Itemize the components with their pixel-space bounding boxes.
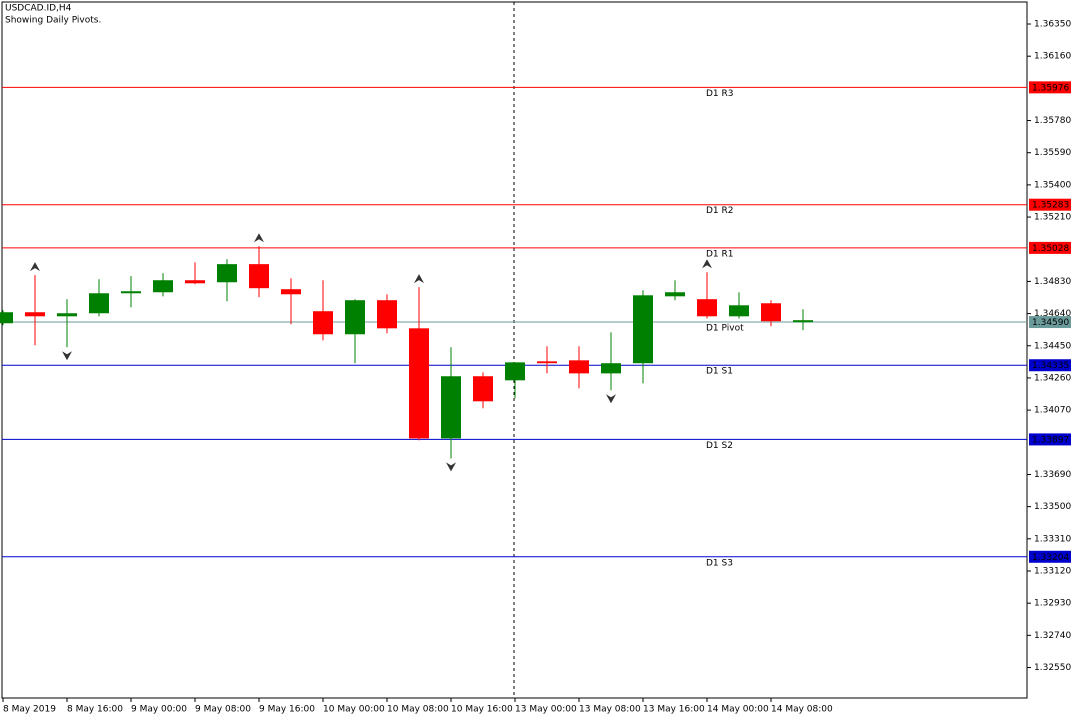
candle-body bbox=[89, 293, 109, 314]
x-tick-label: 14 May 00:00 bbox=[707, 705, 769, 715]
x-tick-label: 10 May 08:00 bbox=[387, 705, 449, 715]
pivot-price-box bbox=[1029, 316, 1071, 329]
x-tick-label: 13 May 16:00 bbox=[643, 705, 705, 715]
x-tick-label: 10 May 00:00 bbox=[323, 705, 385, 715]
x-tick-label: 13 May 08:00 bbox=[579, 705, 641, 715]
x-tick-label: 9 May 16:00 bbox=[259, 705, 315, 715]
pivot-name: D1 R1 bbox=[706, 249, 734, 259]
candle-body bbox=[281, 289, 301, 295]
candle-body bbox=[697, 299, 717, 317]
candle-body bbox=[409, 328, 429, 439]
candle-body bbox=[793, 320, 813, 323]
fractal-down bbox=[606, 394, 616, 404]
y-tick-label: 1.36160 bbox=[1034, 52, 1071, 62]
y-tick-label: 1.34640 bbox=[1034, 309, 1071, 319]
y-tick-label: 1.34070 bbox=[1034, 406, 1071, 416]
fractal-up bbox=[414, 274, 424, 284]
pivot-price-label: 1.35976 bbox=[1032, 83, 1069, 93]
pivot-name: D1 S2 bbox=[706, 441, 733, 451]
pivot-price-label: 1.35028 bbox=[1032, 244, 1069, 254]
y-tick-label: 1.36350 bbox=[1034, 20, 1071, 30]
fractal-up bbox=[254, 233, 264, 243]
y-tick-label: 1.33120 bbox=[1034, 566, 1071, 576]
x-tick-label: 8 May 16:00 bbox=[67, 705, 123, 715]
candle-body bbox=[0, 312, 13, 324]
y-tick-label: 1.34450 bbox=[1034, 341, 1071, 351]
y-tick-label: 1.33690 bbox=[1034, 470, 1071, 480]
pivot-name: D1 Pivot bbox=[706, 324, 744, 334]
pivot-price-label: 1.35283 bbox=[1032, 201, 1069, 211]
candle-body bbox=[665, 292, 685, 297]
y-tick-label: 1.33310 bbox=[1034, 534, 1071, 544]
fractal-down bbox=[62, 351, 72, 361]
x-tick-label: 10 May 16:00 bbox=[451, 705, 513, 715]
y-tick-label: 1.33500 bbox=[1034, 502, 1071, 512]
y-tick-label: 1.32740 bbox=[1034, 631, 1071, 641]
candle-body bbox=[57, 313, 77, 317]
y-tick-label: 1.32550 bbox=[1034, 663, 1071, 673]
candle-body bbox=[761, 303, 781, 322]
candle-body bbox=[217, 264, 237, 283]
pivot-name: D1 R3 bbox=[706, 89, 734, 99]
candle-body bbox=[569, 360, 589, 374]
candle-body bbox=[153, 280, 173, 293]
candle-body bbox=[633, 295, 653, 364]
y-tick-label: 1.35590 bbox=[1034, 148, 1071, 158]
candle-body bbox=[377, 300, 397, 329]
pivot-name: D1 S1 bbox=[706, 367, 733, 377]
candle-body bbox=[249, 264, 269, 289]
fractal-up bbox=[702, 259, 712, 269]
pivot-price-label: 1.33897 bbox=[1032, 435, 1069, 445]
candle-body bbox=[345, 300, 365, 335]
candle-body bbox=[441, 376, 461, 439]
pivot-price-box bbox=[1029, 198, 1071, 211]
pivot-name: D1 S3 bbox=[706, 558, 733, 568]
pivot-price-box bbox=[1029, 550, 1071, 563]
candle-body bbox=[537, 361, 557, 364]
candle-body bbox=[505, 362, 525, 381]
x-tick-label: 9 May 00:00 bbox=[131, 705, 187, 715]
fractal-up bbox=[30, 262, 40, 272]
x-tick-label: 8 May 2019 bbox=[3, 705, 56, 715]
pivot-price-box bbox=[1029, 359, 1071, 372]
candle-body bbox=[121, 291, 141, 294]
y-tick-label: 1.34830 bbox=[1034, 277, 1071, 287]
x-tick-label: 9 May 08:00 bbox=[195, 705, 251, 715]
candle-body bbox=[601, 363, 621, 374]
y-tick-label: 1.35210 bbox=[1034, 213, 1071, 223]
y-tick-label: 1.35780 bbox=[1034, 116, 1071, 126]
candle-body bbox=[473, 376, 493, 402]
pivot-price-label: 1.34335 bbox=[1032, 361, 1069, 371]
pivot-price-box bbox=[1029, 433, 1071, 446]
y-tick-label: 1.32930 bbox=[1034, 599, 1071, 609]
chart-title: USDCAD.ID,H4 bbox=[5, 4, 72, 14]
pivot-price-box bbox=[1029, 241, 1071, 254]
pivot-name: D1 R2 bbox=[706, 206, 734, 216]
candle-body bbox=[313, 311, 333, 335]
pivot-price-label: 1.33204 bbox=[1032, 553, 1069, 563]
pivot-price-box bbox=[1029, 81, 1071, 94]
y-tick-label: 1.35400 bbox=[1034, 180, 1071, 190]
x-tick-label: 13 May 00:00 bbox=[515, 705, 577, 715]
candle-body bbox=[729, 305, 749, 317]
fractal-down bbox=[446, 462, 456, 472]
pivot-price-label: 1.34590 bbox=[1032, 318, 1069, 328]
chart-subtitle: Showing Daily Pivots. bbox=[5, 16, 101, 26]
candle-body bbox=[25, 312, 45, 317]
candle-body bbox=[185, 280, 205, 284]
y-tick-label: 1.34260 bbox=[1034, 373, 1071, 383]
x-tick-label: 14 May 08:00 bbox=[771, 705, 833, 715]
